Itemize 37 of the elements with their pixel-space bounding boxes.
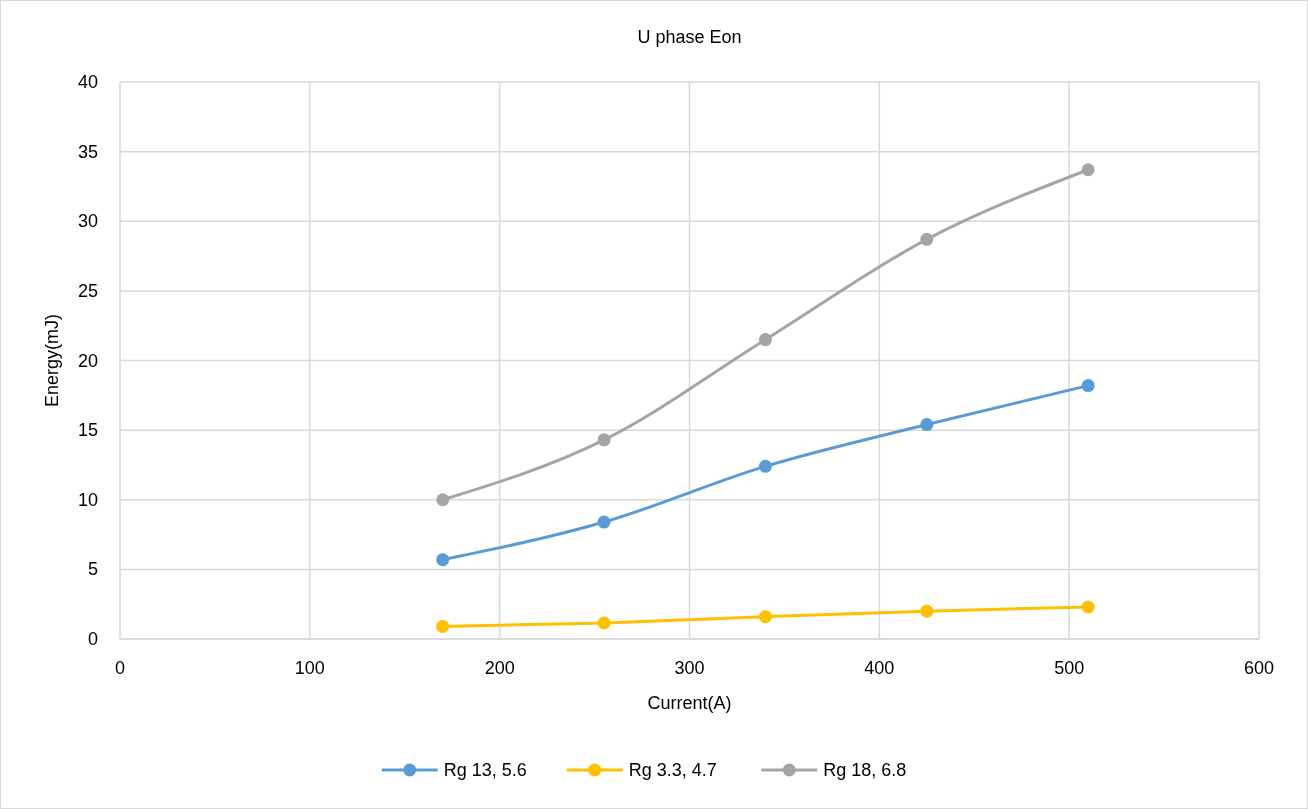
point [597, 515, 611, 529]
chart-title: U phase Eon [637, 27, 742, 47]
legend-label: Rg 13, 5.6 [443, 760, 527, 780]
y-tick-label: 20 [77, 350, 98, 371]
y-tick-label: 10 [77, 489, 98, 510]
point [1081, 379, 1095, 393]
y-tick-label: 0 [87, 629, 98, 649]
x-tick-label: 500 [1054, 658, 1085, 678]
point [597, 433, 611, 447]
point [920, 418, 934, 432]
x-tick-label: 100 [294, 658, 325, 678]
point [597, 616, 611, 630]
point [436, 619, 450, 633]
y-tick-label: 35 [77, 141, 98, 162]
point [758, 459, 772, 473]
y-axis-title: Energy(mJ) [42, 313, 62, 408]
point [758, 610, 772, 624]
x-tick-label: 400 [864, 658, 895, 678]
point [920, 604, 934, 618]
x-axis-title: Current(A) [647, 693, 732, 713]
point [1081, 163, 1095, 177]
point [920, 232, 934, 246]
y-tick-label: 25 [77, 280, 98, 301]
point [1081, 600, 1095, 614]
y-tick-label: 5 [87, 559, 98, 580]
point [436, 553, 450, 567]
y-tick-label: 15 [77, 420, 98, 441]
legend-label: Rg 18, 6.8 [823, 760, 907, 780]
x-tick-label: 600 [1243, 658, 1275, 678]
legend-label: Rg 3.3, 4.7 [628, 760, 717, 780]
x-tick-label: 300 [674, 658, 705, 678]
y-tick-label: 30 [77, 211, 98, 232]
point [758, 333, 772, 347]
point [436, 493, 450, 507]
y-tick-label: 40 [77, 72, 98, 92]
x-tick-label: 200 [484, 658, 515, 678]
x-tick-label: 0 [114, 658, 126, 678]
